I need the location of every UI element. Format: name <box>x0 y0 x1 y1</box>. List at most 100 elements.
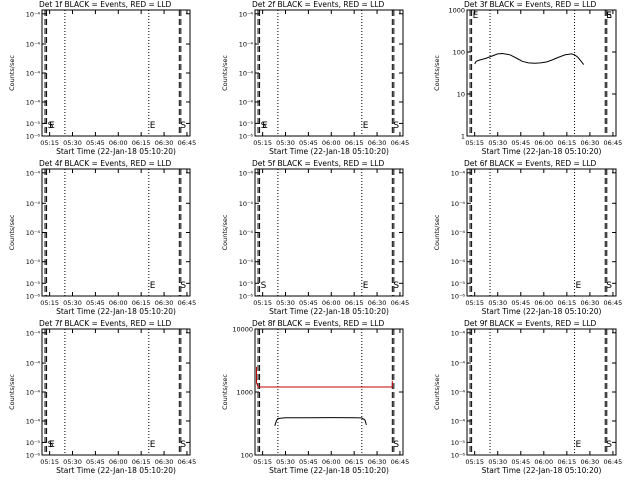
x-tick-label: 06:15 <box>345 458 364 466</box>
x-tick-label: 05:30 <box>488 458 507 466</box>
x-tick-label: 05:30 <box>276 458 295 466</box>
x-tick-label: 05:30 <box>63 299 82 307</box>
y-tick-label: 10⁻⁵ <box>26 439 41 447</box>
plot-frame <box>254 328 404 456</box>
plot-frame <box>254 9 404 137</box>
x-axis-label: Start Time (22-Jan-18 05:10:20) <box>56 307 176 316</box>
x-tick-label: 06:45 <box>391 299 410 307</box>
x-tick-label: 06:30 <box>155 458 174 466</box>
x-tick-label: 05:15 <box>465 139 484 147</box>
marker-label: S <box>393 121 399 131</box>
panel-det-6: Det 6f BLACK = Events, RED = LLD10⁻⁴10⁻⁴… <box>433 159 622 316</box>
x-tick-label: 06:30 <box>155 299 174 307</box>
y-tick-label: 1000 <box>236 389 253 397</box>
y-tick-label: 10⁻⁴ <box>26 229 41 237</box>
panel-title: Det 6f BLACK = Events, RED = LLD <box>464 159 597 168</box>
y-tick-label: 10⁻⁵ <box>26 280 41 288</box>
x-tick-label: 05:45 <box>299 299 318 307</box>
y-tick-label: 10⁻⁴ <box>451 200 466 208</box>
x-tick-label: 05:30 <box>488 299 507 307</box>
x-tick-label: 06:30 <box>368 139 387 147</box>
y-tick-label: 10⁻⁵ <box>451 439 466 447</box>
x-tick-label: 06:30 <box>155 139 174 147</box>
marker-label: S <box>180 440 186 450</box>
y-tick-label: 10⁻⁴ <box>451 258 466 266</box>
x-axis-label: Start Time (22-Jan-18 05:10:20) <box>482 147 602 156</box>
panel-det-9: Det 9f BLACK = Events, RED = LLD10⁻⁴10⁻⁴… <box>433 319 622 475</box>
y-tick-label: 10 <box>457 91 465 99</box>
panel-title: Det 4f BLACK = Events, RED = LLD <box>39 159 172 168</box>
x-tick-label: 06:15 <box>132 458 151 466</box>
y-tick-label: 1000 <box>448 7 465 15</box>
panel-title: Det 9f BLACK = Events, RED = LLD <box>464 319 597 328</box>
x-tick-label: 05:15 <box>465 299 484 307</box>
y-tick-label: 10⁻⁴ <box>26 360 41 368</box>
y-tick-label: 10⁻⁶ <box>239 293 254 301</box>
y-tick-label: 10⁻⁴ <box>451 229 466 237</box>
y-tick-label: 10⁻⁴ <box>239 169 254 177</box>
x-tick-label: 06:45 <box>604 139 623 147</box>
x-tick-label: 06:30 <box>581 139 600 147</box>
x-tick-label: 06:45 <box>178 299 197 307</box>
x-tick-label: 05:45 <box>299 458 318 466</box>
y-tick-label: 10⁻⁴ <box>26 329 41 337</box>
y-tick-label: 10⁻⁴ <box>26 200 41 208</box>
x-tick-label: 06:30 <box>368 299 387 307</box>
x-tick-label: 06:30 <box>581 299 600 307</box>
marker-label: S <box>606 281 612 291</box>
marker-label: E <box>150 281 156 291</box>
data-series-line <box>256 366 393 388</box>
x-axis-label: Start Time (22-Jan-18 05:10:20) <box>269 466 389 475</box>
y-tick-label: 10⁻⁴ <box>239 98 254 106</box>
y-tick-label: 1 <box>461 133 465 141</box>
x-tick-label: 05:15 <box>40 458 59 466</box>
x-tick-label: 06:45 <box>391 139 410 147</box>
x-tick-label: 05:45 <box>511 139 530 147</box>
data-series-line <box>274 417 367 427</box>
x-tick-label: 06:00 <box>109 299 128 307</box>
panel-det-2: Det 2f BLACK = Events, RED = LLD10⁻⁴10⁻⁴… <box>221 0 409 156</box>
panel-title: Det 2f BLACK = Events, RED = LLD <box>252 0 385 9</box>
panel-det-7: Det 7f BLACK = Events, RED = LLD10⁻⁴10⁻⁴… <box>8 319 196 475</box>
y-tick-label: 10⁻⁴ <box>239 41 254 49</box>
y-tick-label: 10⁻⁴ <box>26 417 41 425</box>
x-tick-label: 05:45 <box>86 458 105 466</box>
marker-label: E <box>606 11 612 21</box>
x-tick-label: 05:45 <box>511 458 530 466</box>
x-tick-label: 06:00 <box>534 458 553 466</box>
plot-frame <box>466 168 617 297</box>
plot-frame <box>41 328 191 456</box>
y-axis-label: Counts/sec <box>8 214 16 250</box>
y-tick-label: 10⁻⁴ <box>451 169 466 177</box>
panel-det-1: Det 1f BLACK = Events, RED = LLD10⁻⁴10⁻⁴… <box>8 0 196 156</box>
marker-label: E <box>576 281 582 291</box>
y-axis-label: Counts/sec <box>433 55 441 91</box>
panel-title: Det 3f BLACK = Events, RED = LLD <box>464 0 597 9</box>
marker-label: S <box>606 11 612 21</box>
x-tick-label: 06:45 <box>178 139 197 147</box>
y-tick-label: 10⁻⁶ <box>451 452 466 460</box>
y-tick-label: 10⁻⁴ <box>239 70 254 78</box>
x-tick-label: 05:15 <box>253 139 272 147</box>
x-tick-label: 05:45 <box>86 299 105 307</box>
x-tick-label: 05:15 <box>465 458 484 466</box>
x-tick-label: 05:30 <box>488 139 507 147</box>
x-tick-label: 06:00 <box>322 139 341 147</box>
marker-label: E <box>473 11 479 21</box>
x-axis-label: Start Time (22-Jan-18 05:10:20) <box>482 307 602 316</box>
x-tick-label: 06:00 <box>322 458 341 466</box>
x-tick-label: 06:00 <box>109 139 128 147</box>
plot-frame <box>254 168 404 297</box>
plot-frame <box>41 9 191 137</box>
y-tick-label: 100 <box>453 49 465 57</box>
y-tick-label: 10⁻⁴ <box>26 41 41 49</box>
y-axis-label: Counts/sec <box>433 374 441 410</box>
x-tick-label: 06:30 <box>581 458 600 466</box>
x-tick-label: 06:15 <box>132 139 151 147</box>
y-tick-label: 10⁻⁶ <box>451 293 466 301</box>
y-tick-label: 10⁻⁴ <box>239 10 254 18</box>
x-tick-label: 06:15 <box>345 299 364 307</box>
marker-label: S <box>393 281 399 291</box>
x-tick-label: 06:15 <box>557 458 576 466</box>
